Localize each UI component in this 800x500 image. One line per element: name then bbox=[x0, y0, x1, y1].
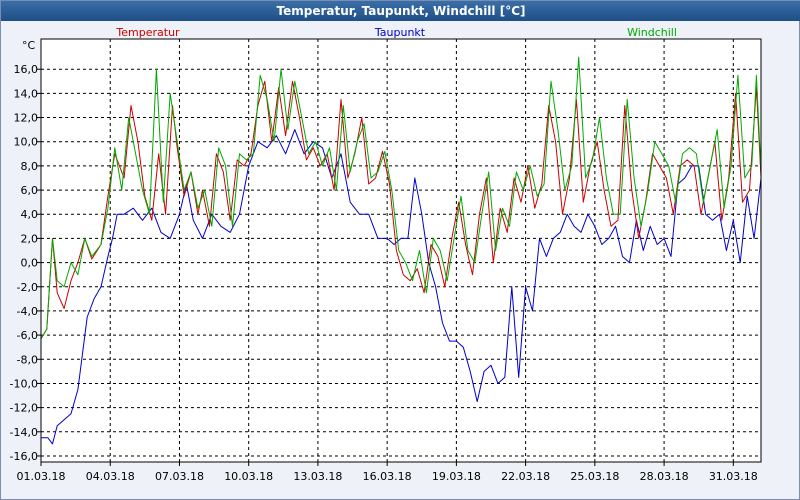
plot-area bbox=[41, 39, 761, 462]
y-tick-label: 4,0 bbox=[21, 208, 39, 221]
series-lines bbox=[40, 56, 762, 445]
y-tick-label: -12,0 bbox=[10, 402, 38, 415]
x-tick-label: 04.03.18 bbox=[86, 470, 135, 483]
y-tick-label: 0,0 bbox=[21, 257, 39, 270]
y-tick-label: 14,0 bbox=[14, 87, 39, 100]
x-tick-label: 07.03.18 bbox=[155, 470, 204, 483]
x-tick-label: 10.03.18 bbox=[224, 470, 273, 483]
series-line-windchill bbox=[40, 56, 762, 339]
y-tick-label: -2,0 bbox=[17, 281, 38, 294]
x-tick-label: 31.03.18 bbox=[709, 470, 758, 483]
y-tick-label: -16,0 bbox=[10, 450, 38, 463]
x-tick-label: 13.03.18 bbox=[293, 470, 342, 483]
x-tick-label: 19.03.18 bbox=[432, 470, 481, 483]
legend-windchill: Windchill bbox=[627, 26, 677, 39]
y-tick-label: -8,0 bbox=[17, 353, 38, 366]
y-tick-label: 10,0 bbox=[14, 136, 39, 149]
y-tick-label: 16,0 bbox=[14, 63, 39, 76]
legend-temperatur: Temperatur bbox=[115, 26, 180, 39]
window-title: Temperatur, Taupunkt, Windchill [°C] bbox=[1, 1, 800, 21]
x-tick-label: 01.03.18 bbox=[17, 470, 66, 483]
x-tick-label: 16.03.18 bbox=[363, 470, 412, 483]
y-tick-label: 12,0 bbox=[14, 112, 39, 125]
y-tick-label: 8,0 bbox=[21, 160, 39, 173]
y-tick-label: -10,0 bbox=[10, 377, 38, 390]
grid-lines bbox=[41, 39, 761, 462]
y-axis: 16,0 14,0 12,0 10,0 8,0 6,0 4,0 2,0 0,0 -2,0 -4,0 -… bbox=[10, 63, 41, 463]
legend-taupunkt: Taupunkt bbox=[374, 26, 426, 39]
y-tick-label: -6,0 bbox=[17, 329, 38, 342]
x-tick-label: 28.03.18 bbox=[640, 470, 689, 483]
y-tick-label: -14,0 bbox=[10, 426, 38, 439]
y-tick-label: 2,0 bbox=[21, 232, 39, 245]
x-axis: 01.03.18 04.03.18 07.03.18 10.03.18 13.03.18… bbox=[17, 462, 758, 483]
x-tick-label: 22.03.18 bbox=[501, 470, 550, 483]
y-axis-unit-label: °C bbox=[22, 39, 36, 52]
plot-border bbox=[40, 38, 762, 463]
y-tick-label: 6,0 bbox=[21, 184, 39, 197]
x-tick-label: 25.03.18 bbox=[570, 470, 619, 483]
y-tick-label: -4,0 bbox=[17, 305, 38, 318]
